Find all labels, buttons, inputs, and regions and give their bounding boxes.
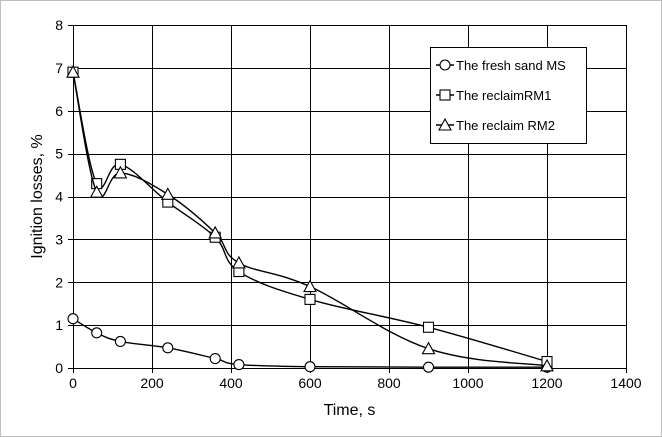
data-point (209, 353, 221, 365)
axis-layer: 0 200 400 600 800 1000 1200 1400 0 1 2 3 4 5 6 7 8 (55, 17, 642, 391)
data-point (540, 358, 554, 372)
data-point (66, 65, 80, 78)
y-tick-label: 5 (55, 146, 63, 162)
y-tick-label: 4 (55, 189, 63, 205)
series-layer (66, 65, 554, 373)
data-point (304, 361, 316, 373)
x-tick-label: 1400 (610, 375, 641, 391)
data-point (160, 187, 175, 200)
data-point (113, 165, 128, 179)
data-point (114, 335, 126, 347)
data-point (233, 359, 245, 371)
x-tick-label: 0 (69, 375, 77, 391)
y-tick-label: 8 (55, 17, 63, 33)
legend-label: The fresh sand MS (456, 58, 566, 73)
legend-box (430, 47, 587, 144)
y-axis-title: Ignition losses, % (29, 134, 46, 259)
x-tick-label: 1000 (452, 375, 483, 391)
data-point (231, 255, 246, 269)
legend-entry: The reclaimRM1 (436, 88, 551, 103)
legend-entry: The reclaim RM2 (436, 117, 555, 133)
data-point (421, 341, 436, 355)
data-point (162, 342, 174, 354)
y-tick-label: 0 (55, 360, 63, 376)
legend-marker (438, 117, 452, 131)
y-tick-label: 7 (55, 60, 63, 76)
data-point (422, 361, 435, 373)
legend-marker (439, 59, 451, 71)
series-3 (66, 65, 554, 372)
x-axis-title: Time, s (324, 402, 376, 419)
data-point (89, 185, 104, 198)
grid-layer (73, 25, 627, 368)
data-point (208, 225, 223, 239)
legend-marker (439, 89, 451, 101)
data-point (67, 313, 79, 325)
y-tick-label: 1 (55, 317, 63, 333)
legend-entry: The fresh sand MS (436, 58, 566, 73)
series-1 (67, 313, 553, 373)
x-tick-label: 400 (219, 375, 243, 391)
data-point (304, 293, 316, 305)
legend: The fresh sand MS The reclaimRM1 The recla… (430, 47, 587, 144)
legend-label: The reclaimRM1 (456, 88, 551, 103)
y-tick-label: 3 (55, 231, 63, 247)
x-tick-label: 200 (140, 375, 164, 391)
x-tick-label: 600 (298, 375, 322, 391)
x-tick-label: 800 (377, 375, 401, 391)
x-tick-label: 1200 (531, 375, 562, 391)
data-point (422, 321, 435, 333)
legend-label: The reclaim RM2 (456, 118, 555, 133)
series-line (72, 318, 548, 368)
data-point (91, 327, 103, 339)
y-tick-label: 2 (55, 274, 63, 290)
data-point (303, 279, 317, 293)
y-tick-label: 6 (55, 103, 63, 119)
